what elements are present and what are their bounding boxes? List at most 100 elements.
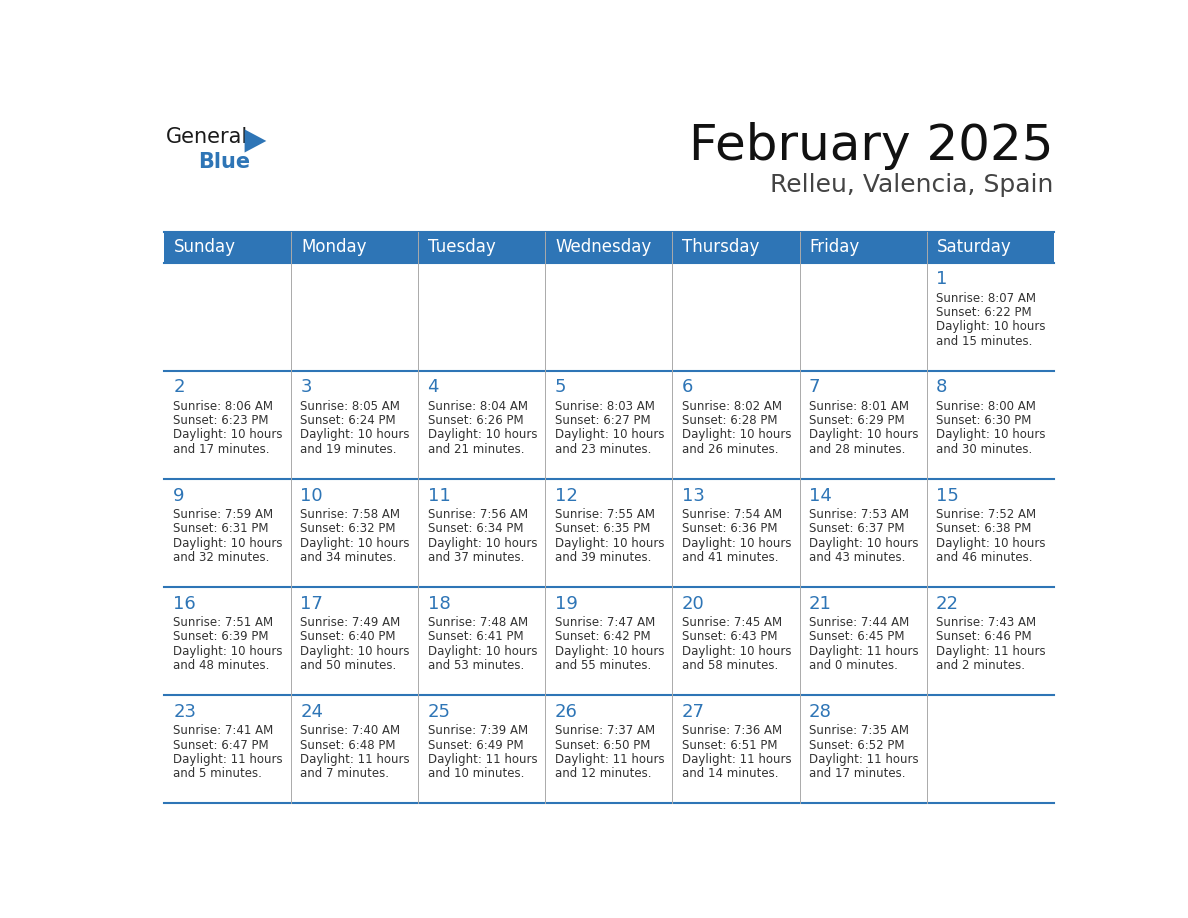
Text: Sunset: 6:39 PM: Sunset: 6:39 PM — [173, 631, 268, 644]
Text: and 30 minutes.: and 30 minutes. — [936, 442, 1032, 455]
Text: Sunset: 6:50 PM: Sunset: 6:50 PM — [555, 739, 650, 752]
Text: and 48 minutes.: and 48 minutes. — [173, 659, 270, 672]
Text: Sunrise: 7:49 AM: Sunrise: 7:49 AM — [301, 616, 400, 629]
Bar — [800, 695, 927, 803]
Text: Sunrise: 8:06 AM: Sunrise: 8:06 AM — [173, 400, 273, 413]
Text: Sunrise: 7:37 AM: Sunrise: 7:37 AM — [555, 724, 655, 737]
Text: 17: 17 — [301, 595, 323, 612]
Text: Monday: Monday — [302, 238, 367, 256]
Text: 6: 6 — [682, 378, 693, 397]
Text: Daylight: 10 hours: Daylight: 10 hours — [682, 644, 791, 657]
Text: and 37 minutes.: and 37 minutes. — [428, 551, 524, 564]
Bar — [672, 371, 800, 479]
Text: 10: 10 — [301, 487, 323, 505]
Bar — [800, 587, 927, 695]
Bar — [291, 371, 418, 479]
Bar — [545, 479, 672, 587]
Text: Sunset: 6:29 PM: Sunset: 6:29 PM — [809, 414, 904, 427]
Text: Sunset: 6:48 PM: Sunset: 6:48 PM — [301, 739, 396, 752]
Bar — [672, 263, 800, 371]
Text: 25: 25 — [428, 703, 450, 721]
Text: Daylight: 10 hours: Daylight: 10 hours — [428, 644, 537, 657]
Text: Daylight: 10 hours: Daylight: 10 hours — [428, 537, 537, 550]
Text: Sunrise: 8:00 AM: Sunrise: 8:00 AM — [936, 400, 1036, 413]
Text: 23: 23 — [173, 703, 196, 721]
Text: Daylight: 10 hours: Daylight: 10 hours — [173, 429, 283, 442]
Bar — [545, 587, 672, 695]
Bar — [164, 695, 291, 803]
Text: and 50 minutes.: and 50 minutes. — [301, 659, 397, 672]
Text: Relleu, Valencia, Spain: Relleu, Valencia, Spain — [770, 174, 1054, 197]
Text: 15: 15 — [936, 487, 959, 505]
Text: Sunset: 6:24 PM: Sunset: 6:24 PM — [301, 414, 396, 427]
Text: Friday: Friday — [809, 238, 860, 256]
Text: Wednesday: Wednesday — [555, 238, 652, 256]
Bar — [418, 587, 545, 695]
Text: 5: 5 — [555, 378, 567, 397]
Text: and 26 minutes.: and 26 minutes. — [682, 442, 778, 455]
Polygon shape — [245, 129, 266, 152]
Text: and 10 minutes.: and 10 minutes. — [428, 767, 524, 780]
Text: Sunrise: 8:03 AM: Sunrise: 8:03 AM — [555, 400, 655, 413]
Text: Daylight: 11 hours: Daylight: 11 hours — [173, 753, 283, 766]
Text: 4: 4 — [428, 378, 440, 397]
Bar — [800, 263, 927, 371]
Text: 28: 28 — [809, 703, 832, 721]
Bar — [927, 479, 1054, 587]
Text: Sunset: 6:34 PM: Sunset: 6:34 PM — [428, 522, 523, 535]
Text: and 12 minutes.: and 12 minutes. — [555, 767, 651, 780]
Bar — [545, 371, 672, 479]
Text: and 58 minutes.: and 58 minutes. — [682, 659, 778, 672]
Text: and 14 minutes.: and 14 minutes. — [682, 767, 778, 780]
Text: Sunrise: 8:02 AM: Sunrise: 8:02 AM — [682, 400, 782, 413]
Text: and 7 minutes.: and 7 minutes. — [301, 767, 390, 780]
Text: 26: 26 — [555, 703, 577, 721]
Text: and 28 minutes.: and 28 minutes. — [809, 442, 905, 455]
Text: Sunrise: 7:53 AM: Sunrise: 7:53 AM — [809, 508, 909, 521]
Text: 14: 14 — [809, 487, 832, 505]
Text: Sunrise: 8:07 AM: Sunrise: 8:07 AM — [936, 292, 1036, 305]
Text: Sunset: 6:52 PM: Sunset: 6:52 PM — [809, 739, 904, 752]
Bar — [545, 263, 672, 371]
Text: 12: 12 — [555, 487, 577, 505]
Text: Blue: Blue — [198, 151, 251, 172]
Text: Sunrise: 7:58 AM: Sunrise: 7:58 AM — [301, 508, 400, 521]
Bar — [164, 263, 291, 371]
Text: 2: 2 — [173, 378, 185, 397]
Text: Sunset: 6:47 PM: Sunset: 6:47 PM — [173, 739, 268, 752]
Text: 21: 21 — [809, 595, 832, 612]
Text: 18: 18 — [428, 595, 450, 612]
Text: Daylight: 10 hours: Daylight: 10 hours — [682, 429, 791, 442]
Text: and 15 minutes.: and 15 minutes. — [936, 335, 1032, 348]
Text: February 2025: February 2025 — [689, 122, 1054, 170]
Bar — [418, 695, 545, 803]
Text: Sunset: 6:26 PM: Sunset: 6:26 PM — [428, 414, 523, 427]
Text: Sunrise: 7:51 AM: Sunrise: 7:51 AM — [173, 616, 273, 629]
Bar — [672, 695, 800, 803]
Text: Sunset: 6:22 PM: Sunset: 6:22 PM — [936, 306, 1031, 319]
Text: Daylight: 11 hours: Daylight: 11 hours — [428, 753, 537, 766]
Text: 8: 8 — [936, 378, 947, 397]
Text: 19: 19 — [555, 595, 577, 612]
Bar — [291, 695, 418, 803]
Text: 3: 3 — [301, 378, 312, 397]
Text: 22: 22 — [936, 595, 959, 612]
Text: Sunrise: 7:35 AM: Sunrise: 7:35 AM — [809, 724, 909, 737]
Bar — [927, 587, 1054, 695]
Text: and 46 minutes.: and 46 minutes. — [936, 551, 1032, 564]
Text: Sunset: 6:49 PM: Sunset: 6:49 PM — [428, 739, 523, 752]
Text: Daylight: 10 hours: Daylight: 10 hours — [936, 537, 1045, 550]
Text: and 55 minutes.: and 55 minutes. — [555, 659, 651, 672]
Text: Daylight: 11 hours: Daylight: 11 hours — [301, 753, 410, 766]
Text: Sunset: 6:41 PM: Sunset: 6:41 PM — [428, 631, 523, 644]
Text: 13: 13 — [682, 487, 704, 505]
Bar — [164, 587, 291, 695]
Text: Sunset: 6:30 PM: Sunset: 6:30 PM — [936, 414, 1031, 427]
Bar — [164, 479, 291, 587]
Text: Sunset: 6:38 PM: Sunset: 6:38 PM — [936, 522, 1031, 535]
Text: and 2 minutes.: and 2 minutes. — [936, 659, 1025, 672]
Text: Sunset: 6:27 PM: Sunset: 6:27 PM — [555, 414, 650, 427]
Text: Sunrise: 7:55 AM: Sunrise: 7:55 AM — [555, 508, 655, 521]
Text: Daylight: 10 hours: Daylight: 10 hours — [809, 537, 918, 550]
Text: Daylight: 10 hours: Daylight: 10 hours — [936, 320, 1045, 333]
